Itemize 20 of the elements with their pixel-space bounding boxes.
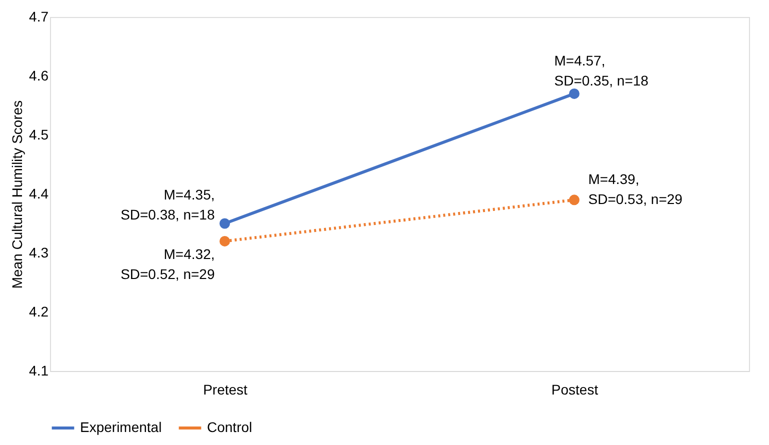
x-tick-label: Postest: [551, 382, 598, 398]
y-tick-label: 4.2: [29, 304, 49, 320]
x-tick-label: Pretest: [203, 382, 248, 398]
legend-label: Control: [207, 419, 252, 435]
annotation: M=4.39, SD=0.53, n=29: [588, 170, 683, 207]
y-tick-label: 4.4: [29, 186, 49, 202]
y-tick-label: 4.3: [29, 244, 49, 260]
annotation: M=4.57, SD=0.35, n=18: [554, 52, 649, 89]
point: [220, 236, 230, 246]
legend-label: Experimental: [80, 419, 162, 435]
point: [569, 194, 580, 206]
y-axis-title: Mean Cultural Humility Scores: [9, 100, 26, 289]
point: [569, 88, 580, 99]
y-tick-label: 4.6: [29, 68, 49, 84]
y-tick-label: 4.7: [29, 8, 49, 24]
annotation: M=4.35, SD=0.38, n=18: [120, 186, 215, 222]
y-tick-label: 4.1: [29, 362, 49, 378]
annotation: M=4.32, SD=0.52, n=29: [120, 246, 215, 282]
point: [220, 218, 230, 229]
y-tick-label: 4.5: [29, 126, 49, 142]
